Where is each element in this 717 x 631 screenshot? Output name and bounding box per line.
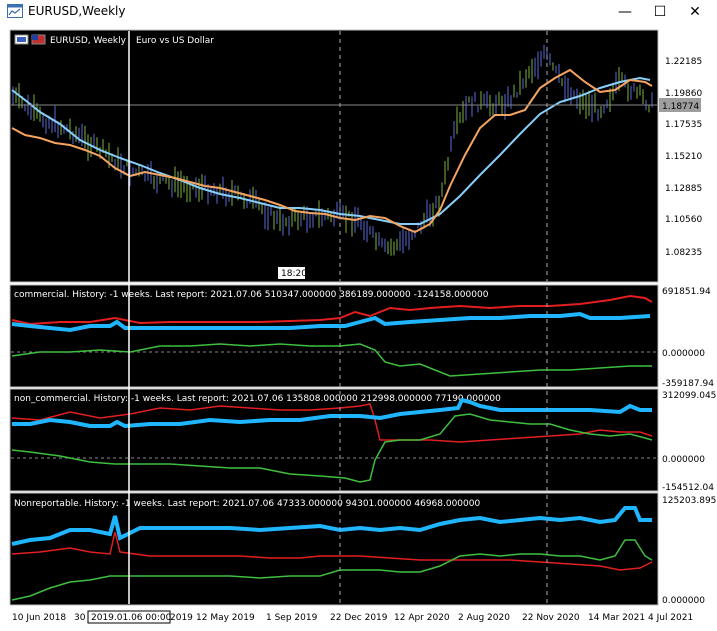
- non-commercial-red-line: [11, 403, 653, 443]
- non-commercial-scale-top: 312099.045: [662, 391, 716, 401]
- nonreportable-green-line: [11, 539, 653, 601]
- maximize-button[interactable]: ☐: [653, 4, 667, 20]
- nonreportable-scale-zero: 0.000000: [662, 596, 705, 606]
- chart-symbol-label: EURUSD, Weekly: [50, 36, 127, 46]
- time-axis-label: 14 Mar 2021: [588, 613, 645, 623]
- price-scale-label: 1.22185: [665, 57, 702, 67]
- chart-window-body[interactable]: 1.18774 EURUSD, Weekly Euro vs US Dollar…: [0, 24, 717, 631]
- time-axis-label: 12 Apr 2020: [394, 613, 450, 623]
- symbol-flag-icon: [14, 34, 46, 45]
- commercial-blue-line: [11, 311, 651, 333]
- time-axis-label: 10 Jun 2018: [12, 613, 66, 623]
- nonreportable-scale-top: 125203.895: [662, 496, 716, 506]
- commercial-scale-zero: 0.000000: [662, 349, 705, 359]
- crosshair-time-tag: [87, 610, 171, 624]
- non-commercial-pane[interactable]: [9, 388, 659, 492]
- price-scale-label: 1.15210: [665, 152, 702, 162]
- commercial-scale-top: 691851.94: [662, 287, 711, 297]
- price-scale-label: 1.12885: [665, 184, 702, 194]
- window-title: EURUSD,Weekly: [28, 4, 126, 18]
- commercial-green-line: [11, 343, 652, 377]
- nonreportable-blue-line: [11, 506, 652, 546]
- price-scale-label: 1.19860: [665, 89, 702, 99]
- commercial-scale-bottom: -359187.94: [662, 379, 714, 389]
- close-button[interactable]: ✕: [689, 4, 701, 20]
- current-price-label: 1.18774: [662, 102, 699, 112]
- price-scale-label: 1.17535: [665, 120, 702, 130]
- price-scale-label: 1.10560: [665, 215, 702, 225]
- slow-moving-average-line: [11, 76, 651, 225]
- price-scale-label: 1.08235: [665, 248, 702, 258]
- chart-window-icon: [7, 4, 23, 18]
- minimize-button[interactable]: —: [618, 4, 632, 20]
- nonreportable-pane-header: Nonreportable. History: -1 weeks. Last r…: [14, 499, 480, 509]
- nonreportable-red-line: [11, 531, 653, 571]
- chart-description: Euro vs US Dollar: [136, 36, 214, 46]
- time-axis-label: 30 S: [74, 613, 94, 623]
- commercial-pane-header: commercial. History: -1 weeks. Last repo…: [14, 290, 489, 300]
- commercial-red-line: [11, 294, 653, 326]
- time-axis-label: 2019: [170, 613, 193, 623]
- current-price-tag: [659, 98, 701, 112]
- crosshair-time-label: 2019.01.06 00:00: [91, 613, 172, 623]
- commercial-pane[interactable]: [9, 284, 659, 388]
- nonreportable-pane[interactable]: [9, 492, 659, 606]
- non-commercial-scale-bottom: -154512.04: [662, 483, 714, 493]
- time-marker-label: 18:20: [281, 269, 307, 279]
- time-marker-tag: [278, 267, 305, 279]
- non-commercial-green-line: [11, 413, 653, 483]
- window-titlebar: EURUSD,Weekly — ☐ ✕: [0, 0, 717, 24]
- non-commercial-scale-zero: 0.000000: [662, 455, 705, 465]
- main-price-pane[interactable]: [9, 29, 659, 283]
- non-commercial-blue-line: [12, 397, 652, 429]
- non-commercial-pane-header: non_commercial. History: -1 weeks. Last …: [14, 394, 501, 404]
- time-axis-label: 12 May 2019: [196, 613, 255, 623]
- time-axis-label: 2 Aug 2020: [458, 613, 510, 623]
- time-axis-label: 1 Sep 2019: [266, 613, 318, 623]
- time-axis-label: 22 Nov 2020: [522, 613, 580, 623]
- time-axis-label: 4 Jul 2021: [648, 613, 693, 623]
- time-axis-label: 22 Dec 2019: [330, 613, 388, 623]
